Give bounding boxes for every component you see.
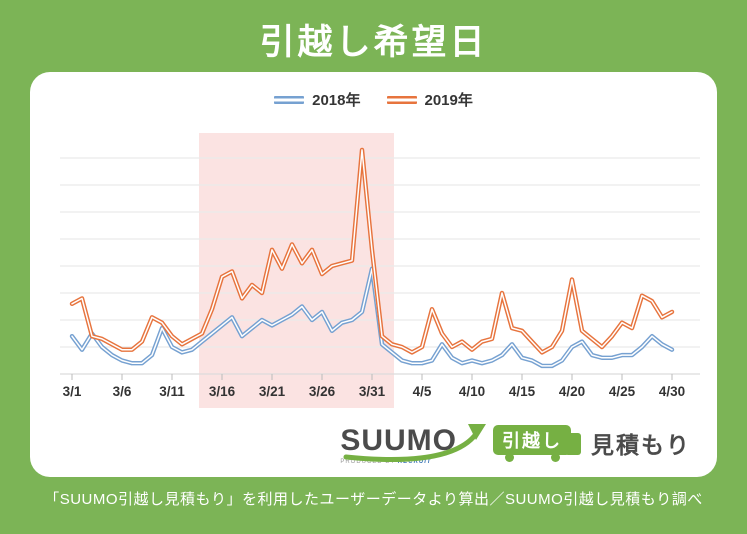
svg-text:3/1: 3/1 <box>63 384 82 399</box>
legend-label-2019: 2019年 <box>424 92 473 109</box>
legend-swatch-2018 <box>274 95 305 104</box>
svg-text:3/31: 3/31 <box>359 384 386 399</box>
svg-text:4/5: 4/5 <box>413 384 432 399</box>
svg-text:4/15: 4/15 <box>509 384 536 399</box>
svg-text:3/16: 3/16 <box>209 384 236 399</box>
truck-wheel-icon <box>505 453 514 462</box>
produced-by-name: RECRUIT <box>397 458 432 465</box>
svg-text:4/25: 4/25 <box>609 384 636 399</box>
svg-text:4/30: 4/30 <box>659 384 685 399</box>
truck-wheel-icon <box>551 453 560 462</box>
svg-text:4/20: 4/20 <box>559 384 585 399</box>
legend-item-2019: 2019年 <box>386 89 473 110</box>
footer-caption: 「SUUMO引越し見積もり」を利用したユーザーデータより算出／SUUMO引越し見… <box>44 491 703 508</box>
suumo-logo: SUUMO PRODUCED BY RECRUIT 引越し 見積もり <box>340 422 691 468</box>
line-chart: 3/1 3/6 3/11 3/16 3/21 3/26 3/31 4/5 4/10 4/15 4/2… <box>60 133 700 408</box>
legend-label-2018: 2018年 <box>312 92 361 109</box>
chart-legend: 2018年 2019年 <box>30 89 717 110</box>
moving-truck-badge: 引越し <box>493 425 581 462</box>
svg-text:3/26: 3/26 <box>309 384 336 399</box>
truck-body-shape: 引越し <box>493 425 571 455</box>
svg-text:3/6: 3/6 <box>113 384 132 399</box>
chart-panel: 2018年 2019年 3/1 3/6 3/11 3/16 3/21 3/26 3/31 4/… <box>30 72 717 477</box>
suumo-wordmark: SUUMO <box>340 423 457 457</box>
suumo-wordmark-block: SUUMO PRODUCED BY RECRUIT <box>340 423 487 465</box>
logo-suffix-label: 見積もり <box>591 432 691 458</box>
legend-item-2018: 2018年 <box>274 89 361 110</box>
truck-badge-label: 引越し <box>502 431 562 451</box>
svg-text:4/10: 4/10 <box>459 384 485 399</box>
svg-text:3/21: 3/21 <box>259 384 286 399</box>
page-title: 引越し希望日 <box>259 23 488 62</box>
svg-text:3/11: 3/11 <box>159 384 185 399</box>
legend-swatch-2019 <box>386 95 417 104</box>
produced-by-label: PRODUCED BY RECRUIT <box>340 459 457 465</box>
produced-by-prefix: PRODUCED BY <box>340 458 396 465</box>
